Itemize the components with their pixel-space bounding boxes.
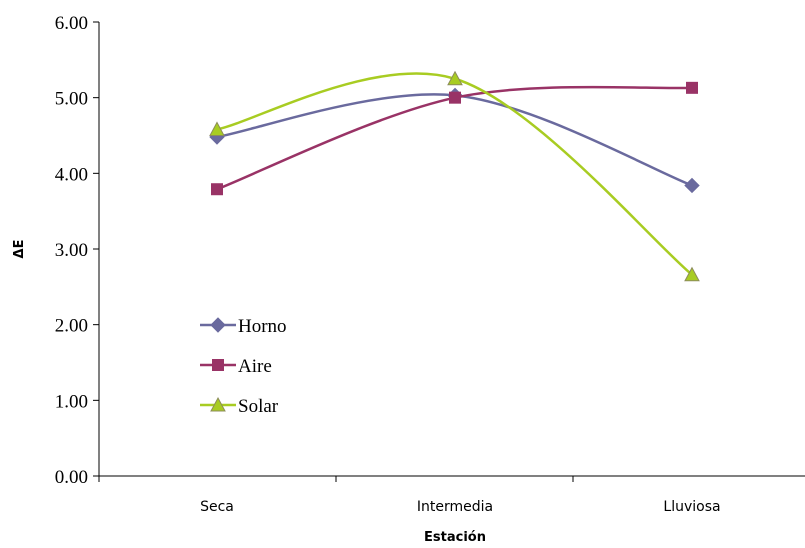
x-tick-label: Intermedia (417, 499, 493, 515)
y-axis-title: ΔE (12, 240, 27, 259)
x-axis-title: Estación (424, 530, 486, 545)
y-tick-label: 0.00 (55, 467, 88, 488)
y-tick-label: 3.00 (55, 240, 88, 261)
series-line-horno (216, 93, 693, 187)
data-point-horno (684, 177, 700, 194)
legend: Horno Aire Solar (200, 316, 287, 417)
legend-label-aire: Aire (238, 356, 272, 377)
legend-marker-horno (210, 317, 226, 333)
y-tick-label: 5.00 (55, 89, 88, 110)
y-tick-label: 2.00 (55, 316, 88, 337)
x-tick-group: Seca Intermedia Lluviosa (98, 476, 721, 515)
y-tick-label: 4.00 (55, 164, 88, 185)
data-point-aire (686, 81, 698, 94)
y-tick-label: 6.00 (55, 13, 88, 34)
legend-marker-solar (210, 396, 226, 412)
data-point-solar (684, 266, 700, 282)
data-point-aire (449, 91, 461, 104)
x-tick-label: Lluviosa (663, 499, 720, 515)
legend-label-horno: Horno (238, 316, 287, 337)
y-tick-group: 0.00 1.00 2.00 3.00 4.00 5.00 6.00 (55, 13, 99, 488)
legend-label-solar: Solar (238, 396, 279, 417)
legend-marker-aire (212, 359, 224, 371)
x-tick-label: Seca (200, 499, 234, 515)
data-point-solar (447, 70, 463, 86)
data-point-solar (209, 121, 225, 136)
data-point-aire (211, 183, 223, 196)
y-tick-label: 1.00 (55, 391, 88, 412)
series-layer (209, 70, 700, 282)
